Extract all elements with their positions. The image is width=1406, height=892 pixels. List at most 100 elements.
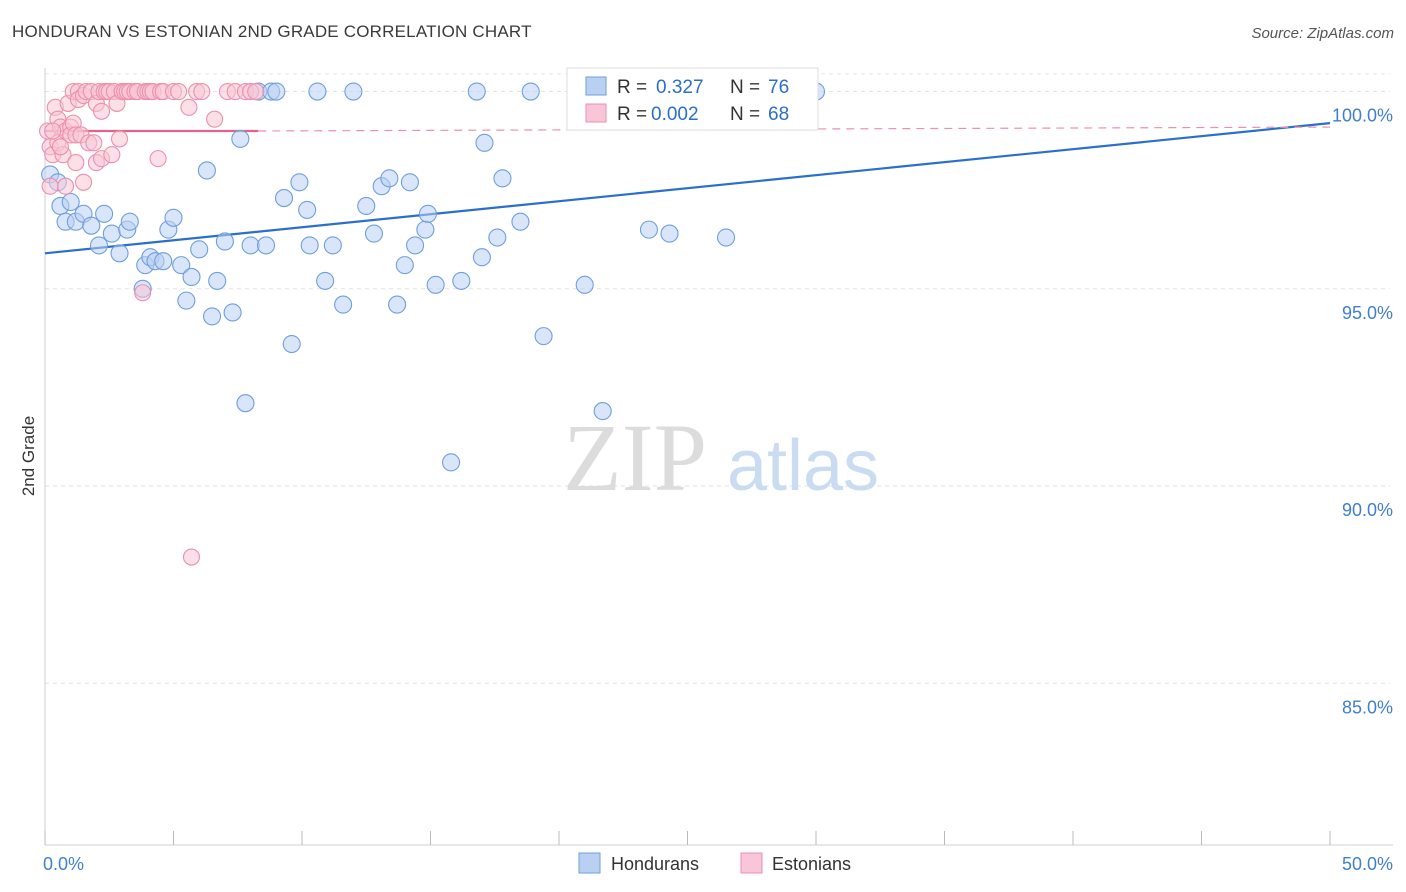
legend-n-label: N = (730, 77, 760, 98)
point-hondurans (197, 161, 216, 180)
watermark-zip: ZIP (563, 404, 707, 511)
point-estonians (193, 83, 211, 101)
point-hondurans (61, 192, 80, 212)
point-hondurans (110, 244, 129, 263)
point-estonians (134, 284, 152, 302)
point-hondurans (208, 271, 227, 290)
point-hondurans (388, 295, 407, 314)
point-hondurans (164, 208, 183, 227)
point-estonians (182, 548, 201, 566)
point-hondurans (593, 402, 612, 421)
legend-r-value: 0.002 (651, 104, 699, 125)
y-tick-label: 100.0% (1332, 106, 1393, 126)
point-hondurans (300, 236, 319, 255)
point-estonians (206, 110, 224, 128)
point-estonians (180, 98, 198, 116)
point-hondurans (89, 236, 109, 255)
point-estonians (247, 83, 265, 101)
point-hondurans (316, 271, 335, 290)
point-estonians (57, 177, 75, 195)
point-estonians (44, 122, 62, 140)
point-hondurans (323, 236, 342, 255)
point-hondurans (416, 220, 435, 239)
point-estonians (92, 102, 111, 120)
point-hondurans (344, 82, 363, 101)
point-hondurans (308, 82, 327, 101)
watermark-atlas: atlas (727, 426, 879, 506)
point-hondurans (472, 248, 491, 267)
point-hondurans (534, 327, 553, 346)
point-hondurans (395, 256, 414, 275)
points (39, 82, 826, 566)
point-hondurans (182, 267, 201, 287)
point-hondurans (154, 252, 173, 271)
point-hondurans (475, 133, 494, 152)
point-hondurans (364, 224, 384, 243)
point-hondurans (298, 200, 317, 219)
legend: R = 0.327 N = 76 R = 0.002 N = 68 (566, 67, 819, 131)
point-hondurans (190, 240, 209, 259)
point-estonians (75, 173, 93, 191)
y-tick-label: 90.0% (1342, 500, 1393, 520)
point-hondurans (256, 236, 276, 255)
y-tick-label: 85.0% (1342, 697, 1393, 717)
point-hondurans (267, 82, 286, 101)
bottom-legend-label-estonians: Estonians (772, 854, 851, 874)
point-hondurans (231, 129, 250, 148)
trend-line-hondurans (44, 122, 1331, 255)
axes (44, 68, 1393, 846)
point-hondurans (274, 189, 294, 208)
point-hondurans (236, 394, 255, 413)
y-axis-label: 2nd Grade (19, 416, 38, 496)
point-hondurans (380, 169, 399, 188)
point-hondurans (426, 275, 445, 294)
legend-r-label: R = (617, 104, 647, 125)
point-hondurans (452, 271, 471, 290)
point-estonians (110, 130, 129, 148)
point-hondurans (215, 232, 234, 251)
point-estonians (103, 146, 121, 164)
point-hondurans (639, 220, 659, 239)
legend-r-label: R = (617, 77, 647, 98)
point-hondurans (120, 212, 139, 231)
point-hondurans (716, 228, 736, 247)
legend-box (566, 67, 819, 131)
point-hondurans (290, 173, 309, 192)
point-hondurans (511, 212, 530, 231)
x-tick-label: 0.0% (43, 854, 84, 874)
point-hondurans (575, 275, 594, 294)
point-hondurans (406, 236, 425, 255)
bottom-legend: Hondurans Estonians (578, 852, 851, 874)
point-hondurans (203, 307, 222, 326)
point-hondurans (223, 303, 242, 322)
legend-n-value: 68 (768, 104, 789, 125)
watermark: ZIP atlas (563, 404, 879, 511)
legend-swatch-hondurans (585, 76, 607, 96)
chart-title: HONDURAN VS ESTONIAN 2ND GRADE CORRELATI… (12, 22, 532, 41)
point-estonians (67, 154, 85, 172)
point-hondurans (102, 224, 121, 243)
tick-labels: 100.0% 95.0% 90.0% 85.0% 0.0% 50.0% (43, 106, 1393, 874)
point-estonians (170, 83, 188, 101)
point-hondurans (95, 204, 114, 223)
point-hondurans (493, 169, 512, 188)
gridlines (45, 73, 1390, 684)
point-hondurans (488, 228, 507, 247)
point-hondurans (177, 291, 196, 310)
y-tick-label: 95.0% (1342, 303, 1393, 323)
chart-source: Source: ZipAtlas.com (1251, 25, 1394, 42)
point-hondurans (334, 295, 353, 314)
point-hondurans (357, 196, 376, 216)
point-hondurans (400, 173, 419, 192)
point-hondurans (418, 204, 437, 223)
point-estonians (51, 138, 69, 156)
point-estonians (41, 177, 59, 195)
point-hondurans (467, 82, 486, 101)
x-tick-label: 50.0% (1342, 854, 1393, 874)
bottom-legend-swatch-estonians (740, 852, 763, 874)
point-hondurans (241, 236, 260, 255)
point-hondurans (82, 216, 101, 235)
point-hondurans (172, 256, 191, 275)
legend-swatch-estonians (585, 103, 607, 123)
